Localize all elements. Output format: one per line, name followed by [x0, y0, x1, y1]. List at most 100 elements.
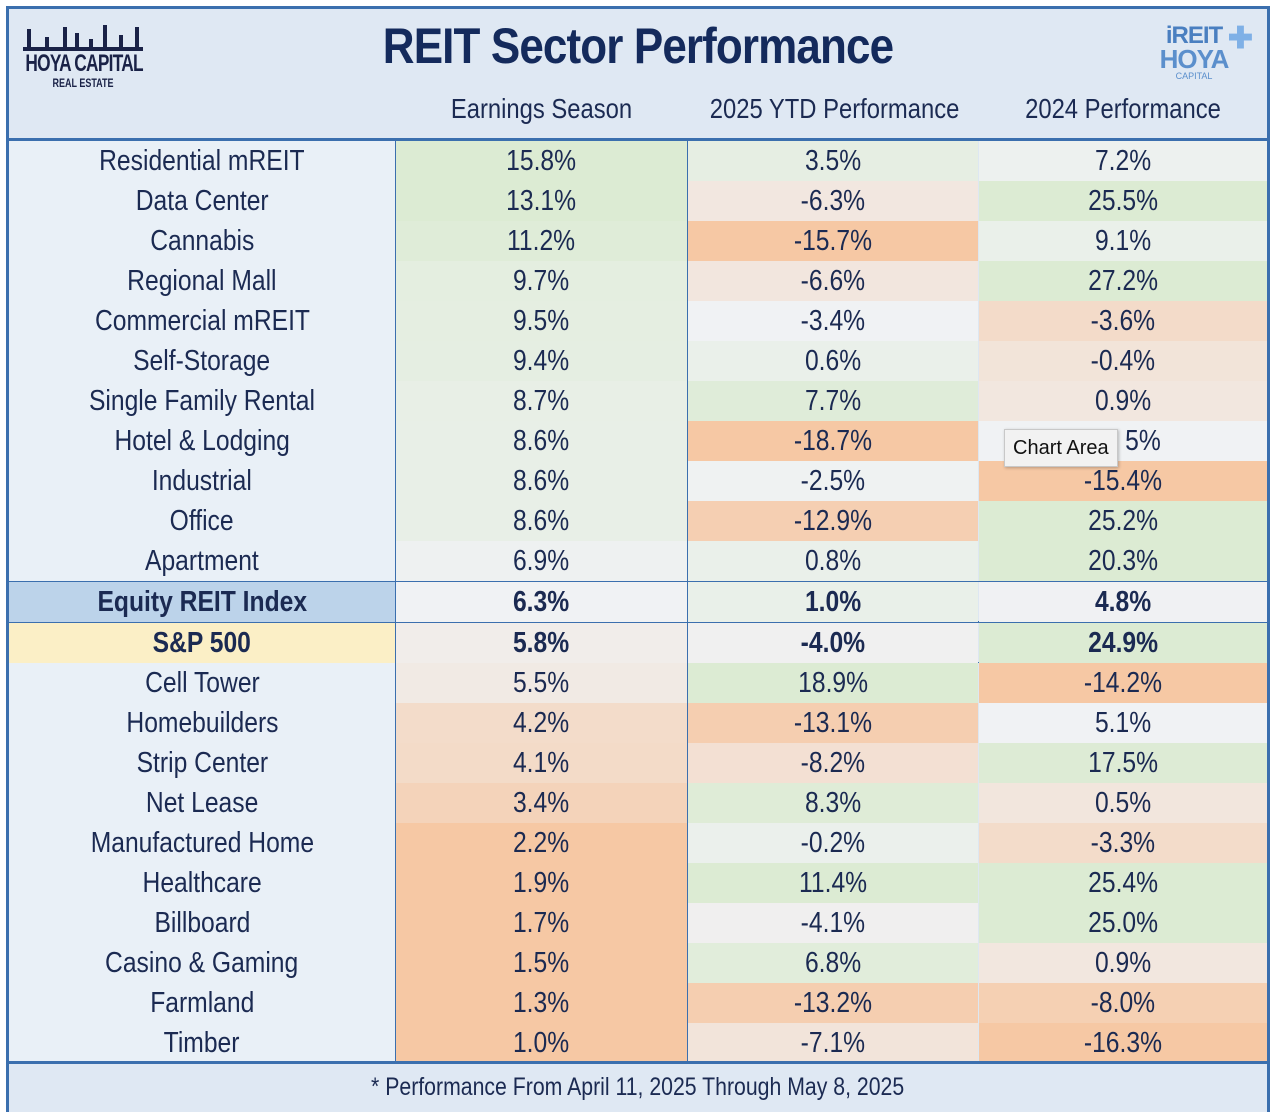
row-label: Cell Tower — [9, 663, 395, 703]
value-cell: 15.8% — [396, 141, 687, 181]
value-cell: 1.0% — [396, 1023, 687, 1063]
value-cell: -3.3% — [979, 823, 1267, 863]
row-label: S&P 500 — [9, 623, 395, 663]
value-cell: 1.3% — [396, 983, 687, 1023]
table-row: Residential mREIT 15.8% 3.5% 7.2% — [9, 141, 1267, 181]
value-cell: 5.1% — [979, 703, 1267, 743]
value-cell: 1.0% — [688, 582, 978, 622]
row-label: Single Family Rental — [9, 381, 395, 421]
value-cell: -8.2% — [688, 743, 978, 783]
value-cell: -0.2% — [688, 823, 978, 863]
table-row: Data Center 13.1% -6.3% 25.5% — [9, 181, 1267, 221]
value-cell: 25.2% — [979, 501, 1267, 541]
table-row: Regional Mall 9.7% -6.6% 27.2% — [9, 261, 1267, 301]
value-cell: -4.1% — [688, 903, 978, 943]
row-label: Commercial mREIT — [9, 301, 395, 341]
value-cell: -15.7% — [688, 221, 978, 261]
row-label: Net Lease — [9, 783, 395, 823]
value-cell: 8.7% — [396, 381, 687, 421]
value-cell: -13.2% — [688, 983, 978, 1023]
row-label: Timber — [9, 1023, 395, 1063]
value-cell: -3.6% — [979, 301, 1267, 341]
value-cell: 3.5% — [688, 141, 978, 181]
row-label: Farmland — [9, 983, 395, 1023]
table-row: Homebuilders 4.2% -13.1% 5.1% — [9, 703, 1267, 743]
column-divider — [687, 141, 688, 1061]
value-cell: 0.6% — [688, 341, 978, 381]
row-label: Healthcare — [9, 863, 395, 903]
value-cell: 0.5% — [979, 783, 1267, 823]
value-cell: 1.7% — [396, 903, 687, 943]
ireit-hoya-logo: ✚ iREIT HOYA CAPITAL — [1159, 22, 1253, 81]
value-cell: 25.0% — [979, 903, 1267, 943]
row-label: Equity REIT Index — [9, 582, 395, 622]
table-row: Cannabis 11.2% -15.7% 9.1% — [9, 221, 1267, 261]
value-cell: -6.6% — [688, 261, 978, 301]
row-label: Residential mREIT — [9, 141, 395, 181]
value-cell: -4.0% — [688, 623, 978, 663]
row-label: Strip Center — [9, 743, 395, 783]
value-cell: 27.2% — [979, 261, 1267, 301]
value-cell: -7.1% — [688, 1023, 978, 1063]
table-row: Industrial 8.6% -2.5% -15.4% — [9, 461, 1267, 501]
value-cell: 9.7% — [396, 261, 687, 301]
value-cell: -16.3% — [979, 1023, 1267, 1063]
table-row: Billboard 1.7% -4.1% 25.0% — [9, 903, 1267, 943]
value-cell: 5.5% — [396, 663, 687, 703]
value-cell: 8.3% — [688, 783, 978, 823]
value-cell: 9.5% — [396, 301, 687, 341]
row-label: Industrial — [9, 461, 395, 501]
value-cell: 13.1% — [396, 181, 687, 221]
value-cell: 6.3% — [396, 582, 687, 622]
value-cell: 20.3% — [979, 541, 1267, 581]
value-cell: 11.4% — [688, 863, 978, 903]
value-cell: 17.5% — [979, 743, 1267, 783]
row-label: Casino & Gaming — [9, 943, 395, 983]
row-label: Hotel & Lodging — [9, 421, 395, 461]
table-row: Timber 1.0% -7.1% -16.3% — [9, 1023, 1267, 1063]
chart-frame: HOYA CAPITAL REAL ESTATE REIT Sector Per… — [6, 6, 1270, 1112]
value-cell: 25.5% — [979, 181, 1267, 221]
value-cell: 2.2% — [396, 823, 687, 863]
value-cell: 11.2% — [396, 221, 687, 261]
table-row: Manufactured Home 2.2% -0.2% -3.3% — [9, 823, 1267, 863]
value-cell: 8.6% — [396, 461, 687, 501]
table-row: S&P 500 5.8% -4.0% 24.9% — [9, 622, 1267, 663]
value-cell: -15.4% — [979, 461, 1267, 501]
value-cell: -14.2% — [979, 663, 1267, 703]
value-cell: -6.3% — [688, 181, 978, 221]
table-row: Net Lease 3.4% 8.3% 0.5% — [9, 783, 1267, 823]
column-header-earnings: Earnings Season — [450, 93, 633, 124]
footnote: * Performance From April 11, 2025 Throug… — [9, 1061, 1267, 1112]
table-row: Equity REIT Index 6.3% 1.0% 4.8% — [9, 581, 1267, 622]
value-cell: -8.0% — [979, 983, 1267, 1023]
table-row: Apartment 6.9% 0.8% 20.3% — [9, 541, 1267, 581]
value-cell: -12.9% — [688, 501, 978, 541]
header: HOYA CAPITAL REAL ESTATE REIT Sector Per… — [9, 9, 1267, 141]
value-cell: 6.8% — [688, 943, 978, 983]
value-cell: 5.8% — [396, 623, 687, 663]
value-cell: 7.7% — [688, 381, 978, 421]
row-label: Office — [9, 501, 395, 541]
table-row: Office 8.6% -12.9% 25.2% — [9, 501, 1267, 541]
value-cell: 25.4% — [979, 863, 1267, 903]
value-cell: 18.9% — [688, 663, 978, 703]
page-title: REIT Sector Performance — [382, 18, 894, 74]
row-label: Billboard — [9, 903, 395, 943]
value-cell: 24.9% — [979, 623, 1267, 663]
row-label: Self-Storage — [9, 341, 395, 381]
plus-icon: ✚ — [1227, 22, 1253, 55]
value-cell: 0.9% — [979, 943, 1267, 983]
value-cell: 4.2% — [396, 703, 687, 743]
table-row: Casino & Gaming 1.5% 6.8% 0.9% — [9, 943, 1267, 983]
value-cell: 0.8% — [688, 541, 978, 581]
value-cell: 8.6% — [396, 501, 687, 541]
table-row: Single Family Rental 8.7% 7.7% 0.9% — [9, 381, 1267, 421]
value-cell: -13.1% — [688, 703, 978, 743]
value-cell: -2.5% — [688, 461, 978, 501]
table-row: Farmland 1.3% -13.2% -8.0% — [9, 983, 1267, 1023]
chart-area-tooltip: Chart Area — [1004, 429, 1118, 467]
table-row: Self-Storage 9.4% 0.6% -0.4% — [9, 341, 1267, 381]
value-cell: 7.2% — [979, 141, 1267, 181]
value-cell: 9.4% — [396, 341, 687, 381]
